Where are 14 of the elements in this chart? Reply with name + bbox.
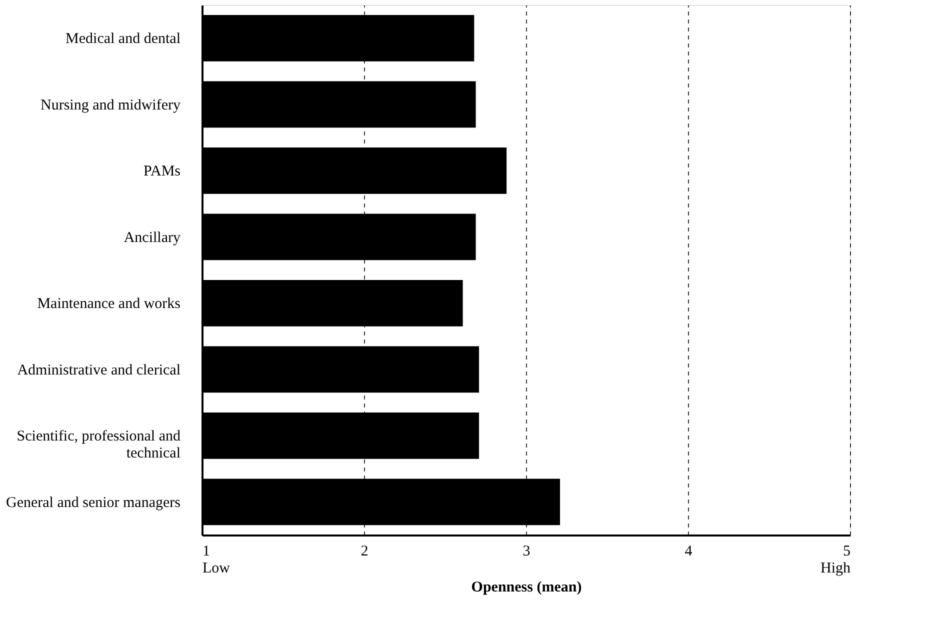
- y-tick-label: General and senior managers: [6, 494, 181, 511]
- y-tick-label: Administrative and clerical: [17, 362, 180, 378]
- x-tick-label: 5 High: [820, 544, 851, 576]
- y-tick-label: Maintenance and works: [37, 296, 181, 312]
- x-tick-label: 2: [360, 544, 368, 560]
- y-tick-label: PAMs: [144, 164, 181, 180]
- y-tick-label: Nursing and midwifery: [40, 97, 181, 114]
- x-axis-title: Openness (mean): [471, 580, 582, 596]
- x-tick-label: 4: [684, 544, 693, 560]
- x-tick-label: 1 Low: [202, 544, 230, 576]
- y-tick-label: Scientific, professional and technical: [16, 428, 181, 462]
- x-tick-label: 3: [522, 544, 530, 560]
- y-tick-label: Medical and dental: [66, 31, 180, 48]
- y-tick-label: Ancillary: [124, 230, 181, 246]
